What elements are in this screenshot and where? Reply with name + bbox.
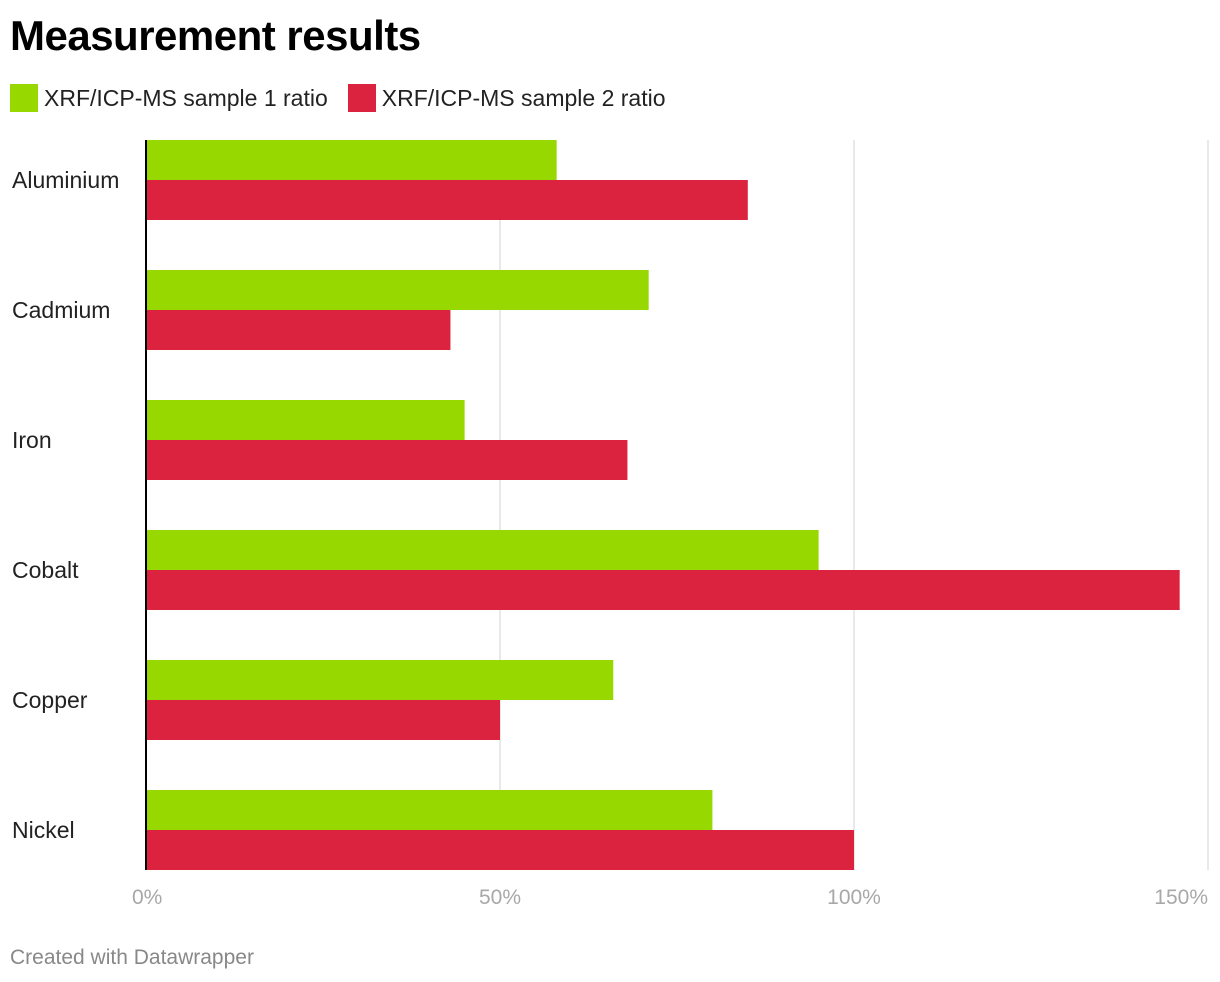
x-tick-label: 0% <box>132 886 162 909</box>
gridlines <box>499 140 1209 870</box>
bar-aluminium-series-1 <box>146 140 557 180</box>
bars <box>146 140 1180 870</box>
x-tick-label: 50% <box>479 886 521 909</box>
bar-cadmium-series-2 <box>146 310 451 350</box>
x-tick-label: 150% <box>1154 886 1208 909</box>
legend-label-series-1: XRF/ICP-MS sample 1 ratio <box>44 85 328 111</box>
category-labels: Aluminium Cadmium Iron Cobalt Copper Nickel <box>12 167 119 843</box>
legend-label-series-2: XRF/ICP-MS sample 2 ratio <box>381 85 666 111</box>
category-label-cadmium: Cadmium <box>12 297 110 323</box>
legend-item-series-2: XRF/ICP-MS sample 2 ratio <box>347 83 666 113</box>
x-tick-label: 100% <box>827 886 881 909</box>
bar-cobalt-series-2 <box>146 570 1180 610</box>
chart-title: Measurement results <box>10 12 421 59</box>
legend-swatch-series-1 <box>10 84 38 112</box>
bar-iron-series-1 <box>146 400 465 440</box>
category-label-copper: Copper <box>12 687 88 713</box>
category-label-aluminium: Aluminium <box>12 167 119 193</box>
bar-copper-series-2 <box>146 700 500 740</box>
bar-nickel-series-1 <box>146 790 713 830</box>
bar-nickel-series-2 <box>146 830 854 870</box>
category-label-cobalt: Cobalt <box>12 557 79 583</box>
bar-copper-series-1 <box>146 660 614 700</box>
footer-credit: Created with Datawrapper <box>10 946 254 969</box>
legend-item-series-1: XRF/ICP-MS sample 1 ratio <box>10 83 328 113</box>
bar-aluminium-series-2 <box>146 180 748 220</box>
legend-swatch-series-2 <box>347 84 376 112</box>
bar-cobalt-series-1 <box>146 530 819 570</box>
bar-cadmium-series-1 <box>146 270 649 310</box>
x-axis-ticks: 0% 50% 100% 150% <box>132 886 1208 909</box>
category-label-nickel: Nickel <box>12 817 75 843</box>
legend: XRF/ICP-MS sample 1 ratio XRF/ICP-MS sam… <box>10 82 686 114</box>
category-label-iron: Iron <box>12 427 52 453</box>
bar-iron-series-2 <box>146 440 628 480</box>
